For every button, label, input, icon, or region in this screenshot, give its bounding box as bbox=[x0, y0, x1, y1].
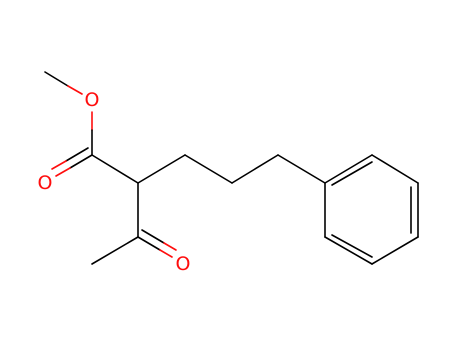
bonds bbox=[44, 71, 419, 265]
atom-label: O bbox=[38, 172, 53, 194]
atom-label: O bbox=[176, 253, 191, 275]
atom-label: O bbox=[85, 89, 100, 111]
